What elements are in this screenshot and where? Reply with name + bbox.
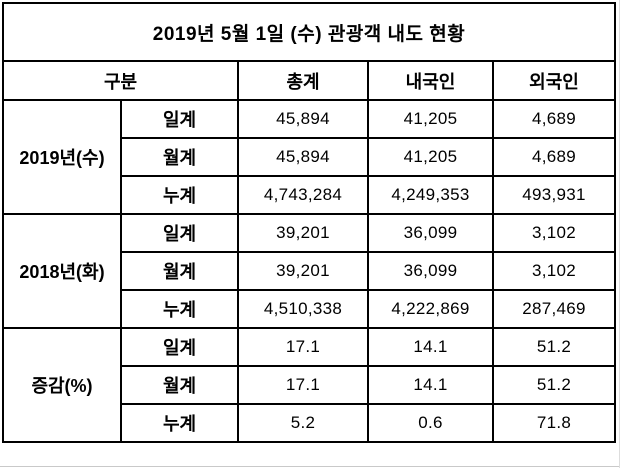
data-cell: 41,205 xyxy=(367,137,494,177)
data-cell: 41,205 xyxy=(367,99,494,139)
data-cell: 39,201 xyxy=(237,251,369,291)
row-label: 일계 xyxy=(120,213,239,253)
row-label: 누계 xyxy=(120,403,239,443)
data-cell: 4,689 xyxy=(491,137,617,177)
data-cell: 3,102 xyxy=(491,251,617,291)
data-cell: 17.1 xyxy=(237,327,369,367)
header-total: 총계 xyxy=(237,60,369,101)
group-label-change: 증감(%) xyxy=(2,327,122,443)
data-cell: 4,222,869 xyxy=(367,289,494,329)
data-cell: 45,894 xyxy=(237,137,369,177)
header-foreign: 외국인 xyxy=(491,60,617,101)
table-title: 2019년 5월 1일 (수) 관광객 내도 현황 xyxy=(1,2,617,62)
row-label: 누계 xyxy=(120,289,239,329)
row-label: 누계 xyxy=(120,175,239,215)
data-cell: 4,510,338 xyxy=(237,289,369,329)
header-gubun: 구분 xyxy=(2,60,239,101)
data-cell: 0.6 xyxy=(367,403,494,443)
data-cell: 36,099 xyxy=(367,251,494,291)
header-domestic: 내국인 xyxy=(367,60,494,101)
data-cell: 287,469 xyxy=(491,289,617,329)
data-cell: 36,099 xyxy=(367,213,494,253)
data-cell: 5.2 xyxy=(237,403,369,443)
data-cell: 17.1 xyxy=(237,365,369,405)
spreadsheet-gridline-bottom xyxy=(0,466,620,467)
data-cell: 51.2 xyxy=(491,327,617,367)
data-cell: 45,894 xyxy=(237,99,369,139)
row-label: 일계 xyxy=(120,327,239,367)
data-cell: 14.1 xyxy=(367,365,494,405)
tourist-arrivals-table: 2019년 5월 1일 (수) 관광객 내도 현황 구분 총계 내국인 외국인 … xyxy=(1,2,617,443)
group-label-2019: 2019년(수) xyxy=(2,99,122,215)
row-label: 일계 xyxy=(120,99,239,139)
data-cell: 4,689 xyxy=(491,99,617,139)
data-cell: 3,102 xyxy=(491,213,617,253)
data-cell: 4,743,284 xyxy=(237,175,369,215)
group-label-2018: 2018년(화) xyxy=(2,213,122,329)
data-cell: 4,249,353 xyxy=(367,175,494,215)
data-cell: 39,201 xyxy=(237,213,369,253)
row-label: 월계 xyxy=(120,137,239,177)
data-cell: 71.8 xyxy=(491,403,617,443)
row-label: 월계 xyxy=(120,365,239,405)
data-cell: 51.2 xyxy=(491,365,617,405)
row-label: 월계 xyxy=(120,251,239,291)
data-cell: 493,931 xyxy=(491,175,617,215)
data-cell: 14.1 xyxy=(367,327,494,367)
